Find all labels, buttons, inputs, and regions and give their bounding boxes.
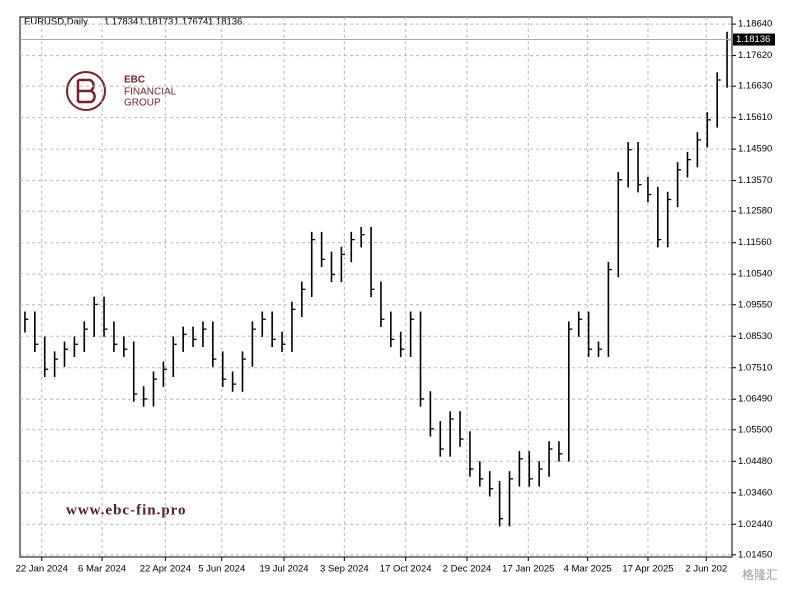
x-tick-label: 17 Jan 2025 bbox=[502, 564, 554, 575]
x-tick-label: 22 Jan 2024 bbox=[16, 564, 68, 575]
y-tick-label: 1.07510 bbox=[738, 362, 772, 373]
y-tick-label: 1.03460 bbox=[738, 487, 772, 498]
website: www.ebc-fin.pro bbox=[66, 502, 187, 518]
y-tick-label: 1.02440 bbox=[738, 519, 772, 530]
logo-mark bbox=[76, 78, 96, 104]
plot-frame bbox=[19, 16, 733, 558]
y-tick-label: 1.17620 bbox=[738, 50, 772, 61]
price-open: 1.17834 bbox=[104, 17, 138, 28]
logo: EBC FINANCIAL GROUP bbox=[66, 71, 177, 111]
x-tick-label: 19 Jul 2024 bbox=[259, 564, 308, 575]
price-box-label: 1.18136 bbox=[736, 34, 770, 45]
price-high: 1.18173 bbox=[139, 17, 173, 28]
x-tick-label: 4 Mar 2025 bbox=[564, 564, 612, 575]
logo-ring bbox=[66, 71, 106, 111]
x-tick-label: 3 Sep 2024 bbox=[320, 564, 369, 575]
y-tick-label: 1.14590 bbox=[738, 144, 772, 155]
logo-line1: FINANCIAL bbox=[124, 87, 177, 98]
y-tick-label: 1.09550 bbox=[738, 299, 772, 310]
x-tick-label: 2 Dec 2024 bbox=[443, 564, 492, 575]
y-tick-label: 1.08530 bbox=[738, 331, 772, 342]
x-tick-label: 17 Oct 2024 bbox=[380, 564, 432, 575]
y-tick-label: 1.05500 bbox=[738, 424, 772, 435]
y-tick-label: 1.15610 bbox=[738, 112, 772, 123]
y-tick-label: 1.11560 bbox=[738, 237, 772, 248]
y-tick-label: 1.10540 bbox=[738, 269, 772, 280]
x-tick-label: 2 Jun 202 bbox=[685, 564, 727, 575]
logo-brand: EBC bbox=[124, 75, 145, 86]
price-box bbox=[733, 33, 775, 46]
y-tick-label: 1.16630 bbox=[738, 81, 772, 92]
y-tick-label: 1.13570 bbox=[738, 175, 772, 186]
y-tick-label: 1.01450 bbox=[738, 549, 772, 560]
x-tick-label: 5 Jun 2024 bbox=[198, 564, 245, 575]
y-tick-label: 1.06490 bbox=[738, 394, 772, 405]
price-low: 1.17674 bbox=[174, 17, 208, 28]
y-tick-label: 1.04480 bbox=[738, 456, 772, 467]
y-tick-label: 1.12580 bbox=[738, 206, 772, 217]
watermark: 格隆汇 bbox=[742, 567, 778, 582]
price-close: 1.18136 bbox=[208, 17, 242, 28]
logo-line2: GROUP bbox=[124, 98, 161, 109]
x-tick-label: 6 Mar 2024 bbox=[78, 564, 126, 575]
x-tick-label: 17 Apr 2025 bbox=[622, 564, 673, 575]
y-tick-label: 1.18640 bbox=[738, 19, 772, 30]
symbol: EURUSD,Daily bbox=[24, 17, 88, 28]
x-tick-label: 22 Apr 2024 bbox=[140, 564, 191, 575]
